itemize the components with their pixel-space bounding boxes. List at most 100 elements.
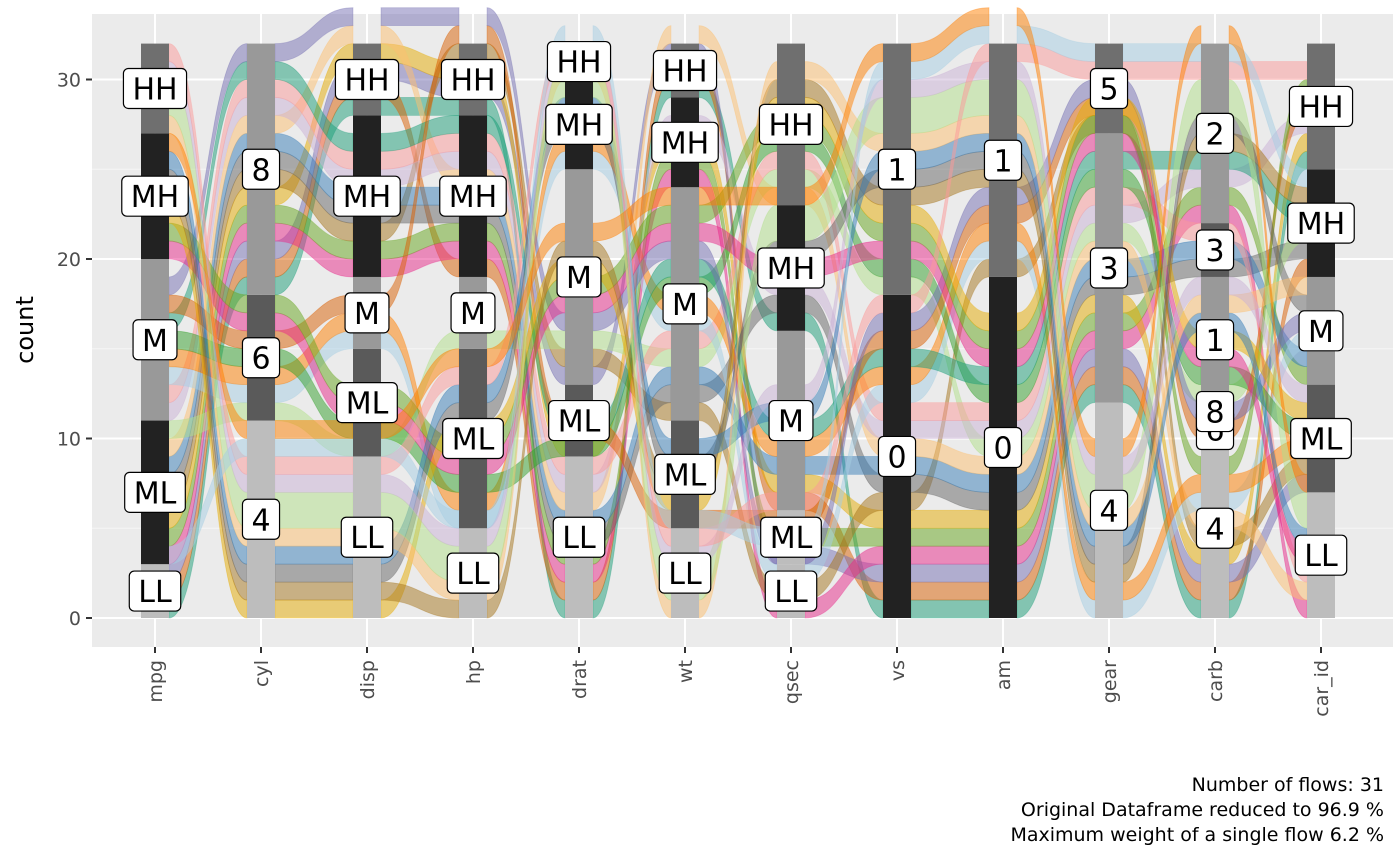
stratum-label-text: HH <box>662 55 707 90</box>
stratum-label-text: 1 <box>993 144 1012 179</box>
stratum-label: LL <box>552 516 606 558</box>
caption-reduced: Original Dataframe reduced to 96.9 % <box>1020 799 1384 821</box>
stratum-label-text: 1 <box>887 153 906 188</box>
x-tick-label: gear <box>1099 660 1121 703</box>
stratum-label-text: MH <box>449 180 497 215</box>
x-axis: mpg cyl disp hp drat wt qsec vs am gear carb car_id <box>145 647 1333 717</box>
stratum-label-box <box>1298 310 1344 352</box>
flow-ribbon <box>910 563 990 583</box>
x-tick-label: mpg <box>145 660 167 703</box>
stratum-label-box <box>344 292 390 334</box>
stratum-label: MH <box>333 175 401 217</box>
stratum-label-box <box>1287 202 1355 244</box>
stratum-label-box <box>1288 85 1354 128</box>
stratum-label-box <box>446 552 500 594</box>
stratum-label-text: 1 <box>1205 324 1224 359</box>
stratum-label: 6 <box>241 337 281 379</box>
stratum-label-text: ML <box>134 476 177 511</box>
stratum-label: ML <box>336 382 398 424</box>
flow-ribbon <box>910 527 990 547</box>
stratum-label: 4 <box>241 498 281 540</box>
stratum-label-box <box>768 399 814 442</box>
stratum-label-text: ML <box>452 423 495 458</box>
stratum-label: HH <box>758 103 824 145</box>
stratum-label-text: 0 <box>993 431 1012 466</box>
stratum-label-box <box>450 292 496 334</box>
stratum-label: 1 <box>877 148 917 190</box>
flow-ribbon <box>1122 61 1202 80</box>
x-tick-label: disp <box>357 660 379 699</box>
stratum-label-box <box>128 570 182 612</box>
stratum-label-box <box>241 148 281 190</box>
flow-ribbon <box>274 581 354 601</box>
stratum-label-text: M <box>1308 315 1334 350</box>
stratum-label-box <box>545 103 613 145</box>
stratum-label-box <box>124 471 186 513</box>
stratum-label-box <box>556 256 602 298</box>
flow-ribbon <box>910 402 990 421</box>
stratum-label: HH <box>122 67 188 110</box>
stratum-label-box <box>1195 229 1235 271</box>
x-tick-label: vs <box>887 660 909 681</box>
x-tick-label: carb <box>1205 660 1227 702</box>
stratum-label-text: HH <box>768 108 813 143</box>
flow-ribbon <box>698 186 778 206</box>
stratum-label-box <box>760 516 822 558</box>
stratum-label: ML <box>654 453 716 495</box>
stratum-label-text: M <box>778 405 804 440</box>
stratum-label-text: MH <box>343 180 391 215</box>
x-tick-label: drat <box>569 660 591 699</box>
stratum-label-text: ML <box>346 387 389 422</box>
flow-ribbon <box>274 438 354 457</box>
stratum-label-text: ML <box>664 458 707 493</box>
stratum-label: M <box>556 256 602 298</box>
stratum-label: ML <box>1290 417 1352 460</box>
flow-ribbon <box>910 509 990 529</box>
stratum-label-text: 2 <box>1205 117 1224 152</box>
stratum-label: MH <box>1287 202 1355 244</box>
x-tick-label: car_id <box>1311 660 1333 717</box>
stratum-label-text: 0 <box>887 440 906 475</box>
stratum-label-box <box>1195 390 1235 433</box>
stratum-label: 2 <box>1195 112 1235 154</box>
stratum-label: LL <box>128 570 182 612</box>
stratum-label: M <box>662 283 708 325</box>
stratum-label-box <box>548 399 610 442</box>
x-tick-label: cyl <box>251 660 273 687</box>
stratum-label-text: LL <box>1304 539 1338 574</box>
x-tick-label: hp <box>463 660 485 684</box>
stratum-label-box <box>333 175 401 217</box>
stratum-label-text: LL <box>668 557 702 592</box>
stratum-label-box <box>1089 67 1129 110</box>
y-tick-label: 20 <box>57 249 81 271</box>
stratum-label-text: ML <box>770 521 813 556</box>
stratum-label-box <box>1089 247 1129 289</box>
flow-ribbon <box>804 456 884 475</box>
stratum-label-box <box>122 67 188 110</box>
y-tick-label: 30 <box>57 70 81 92</box>
stratum-label-box <box>241 337 281 379</box>
stratum-label-box <box>1294 534 1348 576</box>
stratum-label: M <box>132 319 178 361</box>
stratum-label: M <box>344 292 390 334</box>
stratum-label: ML <box>760 516 822 558</box>
stratum-label-box <box>132 319 178 361</box>
x-tick-label: am <box>993 660 1015 690</box>
stratum-label-box <box>877 148 917 190</box>
y-axis: 0 10 20 30 <box>57 70 92 630</box>
stratum-label-text: HH <box>450 64 495 99</box>
stratum-label-box <box>336 382 398 424</box>
caption-flows: Number of flows: 31 <box>1191 774 1384 796</box>
stratum-label: LL <box>340 516 394 558</box>
stratum-label: M <box>450 292 496 334</box>
stratum-label-box <box>1195 507 1235 549</box>
stratum-label-text: HH <box>344 64 389 99</box>
stratum-label: 0 <box>983 426 1023 469</box>
stratum-label-text: ML <box>558 405 601 440</box>
stratum-label: HH <box>1288 85 1354 128</box>
stratum-label-text: HH <box>132 72 177 107</box>
stratum-label-text: M <box>672 288 698 323</box>
flow-ribbon <box>274 7 354 62</box>
stratum-label-text: M <box>566 261 592 296</box>
